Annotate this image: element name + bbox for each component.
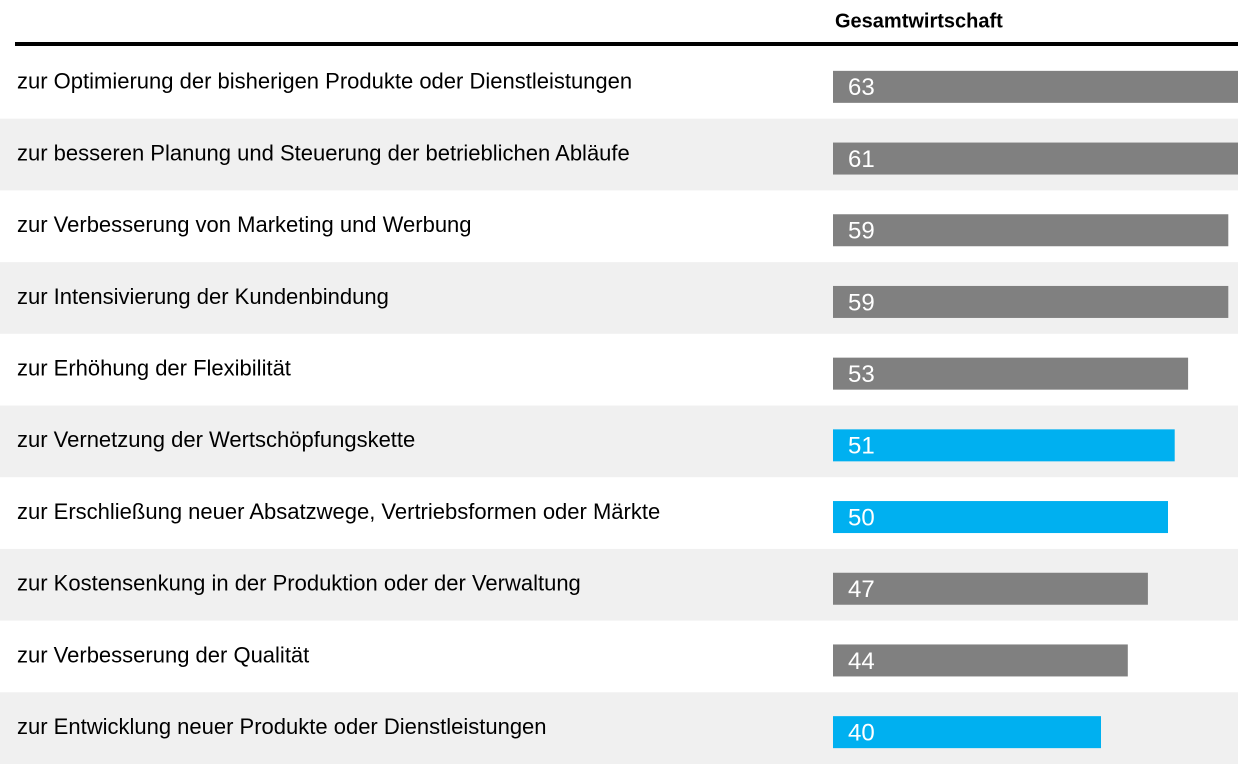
bar [833, 357, 1189, 390]
bar [833, 142, 1238, 175]
value-label: 63 [848, 74, 875, 101]
value-label: 53 [848, 361, 875, 388]
bar [833, 429, 1175, 462]
bar [833, 70, 1238, 103]
bar [833, 501, 1168, 534]
category-label: zur Intensivierung der Kundenbindung [17, 284, 389, 309]
value-label: 61 [848, 146, 875, 173]
bar [833, 572, 1148, 605]
value-label: 51 [848, 433, 875, 460]
category-label: zur Vernetzung der Wertschöpfungskette [17, 427, 415, 452]
bar [833, 214, 1229, 247]
category-label: zur Entwicklung neuer Produkte oder Dien… [17, 714, 547, 739]
value-label: 44 [848, 648, 875, 675]
bar [833, 285, 1229, 318]
category-label: zur Optimierung der bisherigen Produkte … [17, 69, 632, 94]
value-label: 47 [848, 576, 875, 603]
value-label: 59 [848, 289, 875, 316]
category-label: zur Erhöhung der Flexibilität [17, 355, 291, 380]
column-header: Gesamtwirtschaft [835, 10, 1003, 32]
category-label: zur besseren Planung und Steuerung der b… [17, 140, 630, 165]
value-label: 50 [848, 504, 875, 531]
bar [833, 644, 1128, 677]
category-label: zur Verbesserung der Qualität [17, 642, 309, 667]
category-label: zur Kostensenkung in der Produktion oder… [17, 571, 581, 596]
category-label: zur Erschließung neuer Absatzwege, Vertr… [17, 499, 660, 524]
value-label: 59 [848, 218, 875, 245]
value-label: 40 [848, 719, 875, 746]
category-label: zur Verbesserung von Marketing und Werbu… [17, 212, 472, 237]
bar [833, 716, 1101, 749]
